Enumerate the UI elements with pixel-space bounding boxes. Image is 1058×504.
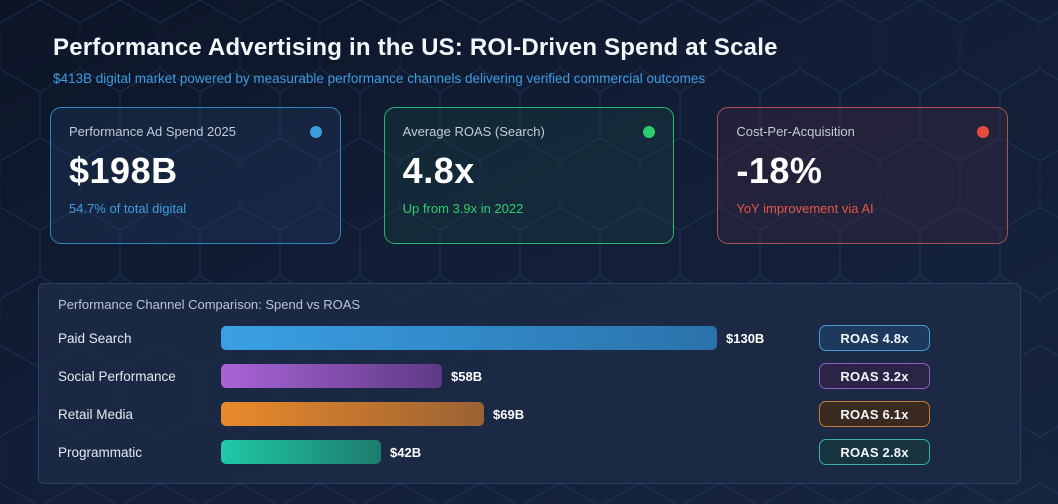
channel-row: Social Performance $58B ROAS 3.2x — [58, 357, 1002, 395]
stat-card-value: -18% — [736, 150, 823, 191]
stat-card-subtext: 54.7% of total digital — [69, 201, 187, 216]
stat-card-cost-per-acquisition: Cost-Per-Acquisition -18% YoY improvemen… — [717, 107, 1009, 244]
spend-bar — [221, 440, 381, 464]
spend-value-label: $69B — [493, 406, 525, 422]
stat-cards-row: Performance Ad Spend 2025 $198B 54.7% of… — [50, 107, 1009, 244]
channel-row: Paid Search $130B ROAS 4.8x — [58, 319, 1002, 357]
roas-badge: ROAS 3.2x — [819, 363, 930, 389]
stat-card-average-roas: Average ROAS (Search) 4.8x Up from 3.9x … — [383, 107, 675, 244]
channel-label: Programmatic — [58, 444, 143, 460]
spend-bar — [221, 326, 717, 350]
status-dot-icon — [309, 125, 322, 138]
panel-title: Performance Channel Comparison: Spend vs… — [58, 297, 361, 312]
roas-badge: ROAS 4.8x — [819, 325, 930, 351]
channel-rows: Paid Search $130B ROAS 4.8x Social Performa… — [58, 319, 1002, 471]
page-title: Performance Advertising in the US: ROI-D… — [53, 34, 778, 61]
page-header: Performance Advertising in the US: ROI-D… — [0, 0, 1058, 86]
roas-badge: ROAS 2.8x — [819, 439, 930, 465]
spend-value-label: $42B — [390, 444, 422, 460]
stat-card-subtext: Up from 3.9x in 2022 — [402, 201, 524, 216]
status-dot-icon — [643, 125, 656, 138]
status-dot-icon — [977, 125, 990, 138]
stat-card-label: Performance Ad Spend 2025 — [69, 124, 236, 139]
stat-card-label: Average ROAS (Search) — [402, 124, 545, 139]
stat-card-performance-ad-spend: Performance Ad Spend 2025 $198B 54.7% of… — [50, 107, 341, 244]
channel-label: Social Performance — [58, 368, 176, 384]
spend-value-label: $130B — [726, 330, 765, 346]
spend-bar — [221, 402, 484, 426]
channel-row: Programmatic $42B ROAS 2.8x — [58, 433, 1002, 471]
spend-bar — [221, 364, 442, 388]
channel-label: Retail Media — [58, 406, 134, 422]
channel-row: Retail Media $69B ROAS 6.1x — [58, 395, 1002, 433]
stat-card-label: Cost-Per-Acquisition — [736, 124, 855, 139]
channel-label: Paid Search — [58, 330, 132, 346]
stat-card-value: 4.8x — [402, 150, 475, 191]
channel-comparison-panel: Performance Channel Comparison: Spend vs… — [38, 283, 1021, 484]
roas-badge: ROAS 6.1x — [819, 401, 930, 427]
stat-card-value: $198B — [69, 150, 178, 191]
page-subtitle: $413B digital market powered by measurab… — [53, 71, 706, 86]
stat-card-subtext: YoY improvement via AI — [736, 201, 874, 216]
spend-value-label: $58B — [451, 368, 483, 384]
